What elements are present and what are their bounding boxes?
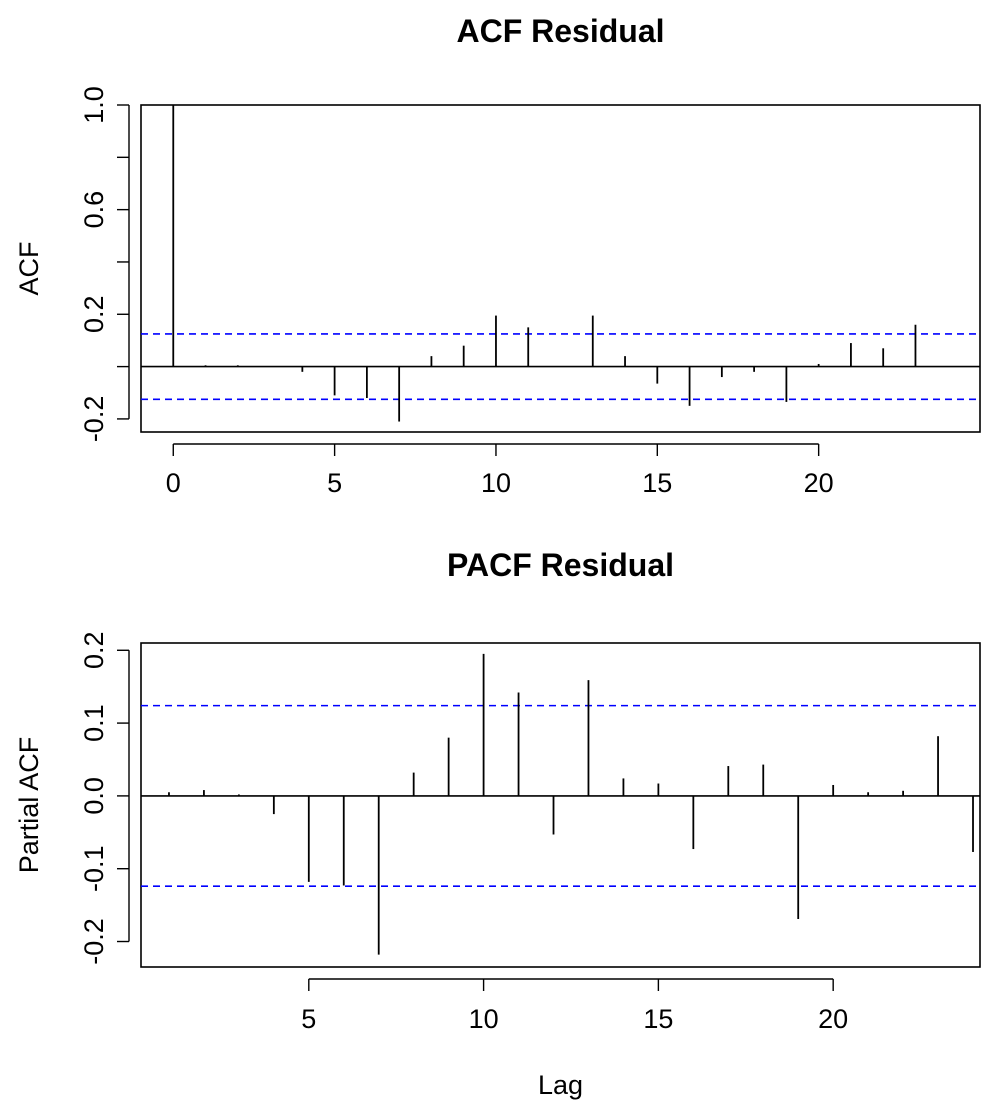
x-tick-label: 5	[327, 468, 342, 498]
y-tick-label: 0.6	[79, 191, 109, 229]
chart-title: ACF Residual	[456, 13, 664, 49]
y-tick-label: -0.1	[79, 845, 109, 892]
x-tick-label: 20	[804, 468, 834, 498]
x-tick-label: 15	[643, 1004, 673, 1034]
chart-title: PACF Residual	[447, 547, 674, 583]
y-tick-label: -0.2	[79, 918, 109, 965]
y-tick-label: 0.0	[79, 777, 109, 815]
chart-panel-pacf: PACF Residual 5 10 15 20 -0.2 -0.1 0.0 0.1 0.2 Par…	[14, 547, 981, 1100]
plot-frame	[140, 104, 981, 433]
x-tick-label: 0	[166, 468, 181, 498]
y-axis-label: ACF	[14, 242, 44, 296]
y-axis-label: Partial ACF	[14, 737, 44, 874]
x-tick-label: 10	[481, 468, 511, 498]
y-tick-label: 0.1	[79, 704, 109, 742]
chart-panel-acf: ACF Residual 0 5 10 15 20 -0.2 0.2 0.6 1.0 ACF	[14, 13, 981, 498]
y-tick-label: 0.2	[79, 632, 109, 670]
x-tick-label: 5	[301, 1004, 316, 1034]
plot-frame	[140, 642, 981, 968]
x-axis-label: Lag	[538, 1070, 583, 1100]
y-tick-label: 0.2	[79, 296, 109, 334]
y-tick-label: 1.0	[79, 86, 109, 124]
y-tick-label: -0.2	[79, 396, 109, 443]
x-tick-label: 10	[469, 1004, 499, 1034]
x-tick-label: 20	[818, 1004, 848, 1034]
x-tick-label: 15	[642, 468, 672, 498]
